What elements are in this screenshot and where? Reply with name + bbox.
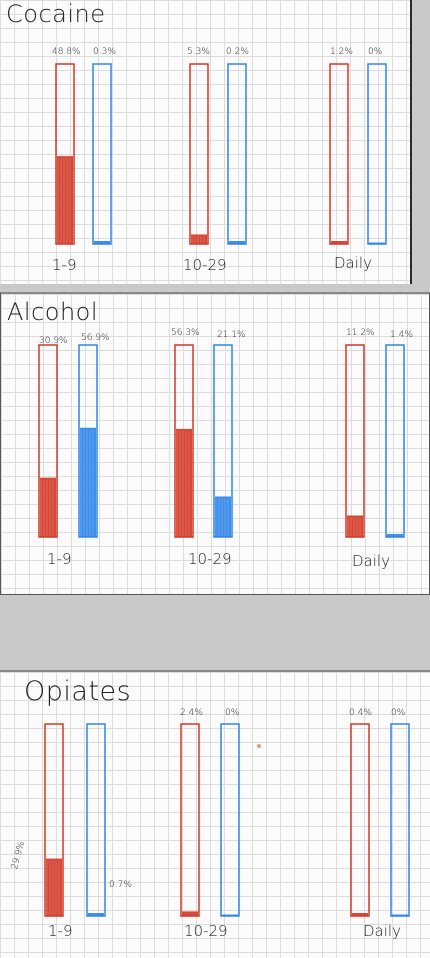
category-label: 1-9 [48, 922, 73, 940]
category-label: 10-29 [184, 922, 228, 940]
category-label: Daily [352, 552, 390, 570]
value-label: 11.2% [346, 328, 375, 338]
bar-fill [387, 534, 403, 537]
bar-fill [40, 477, 56, 537]
bar-outline [92, 63, 112, 245]
bar-fill [331, 241, 347, 244]
bar-fill [369, 242, 385, 244]
category-label: 10-29 [183, 256, 227, 274]
value-label: 1.4% [390, 330, 413, 340]
value-label: 0% [391, 708, 406, 718]
bar-fill [222, 914, 238, 916]
value-label: 0% [225, 708, 240, 718]
bar-outline [180, 723, 200, 917]
category-label: 10-29 [188, 550, 232, 568]
bar-fill [80, 427, 96, 537]
bar-fill [392, 914, 408, 916]
value-label: 48.8% [52, 47, 81, 57]
category-label: 1-9 [52, 256, 77, 274]
opiates-panel: Opiates 29.9% 0.7% 2.4% 0% 0.4% 0% 1-9 1… [0, 670, 430, 958]
bar-outline [390, 723, 410, 917]
value-label: 1.2% [330, 47, 353, 57]
cocaine-bars [55, 63, 387, 245]
value-label: 0.3% [93, 47, 116, 57]
value-label: 30.9% [39, 336, 68, 346]
chart-title: Opiates [24, 676, 132, 707]
bar-outline [220, 723, 240, 917]
bar-outline [329, 63, 349, 245]
bar-fill [215, 496, 231, 537]
bar-outline [227, 63, 247, 245]
bar-fill [352, 913, 368, 916]
bar-outline [350, 723, 370, 917]
stray-dot [257, 744, 261, 748]
bar-fill [182, 911, 198, 916]
bar-fill [191, 234, 207, 244]
bar-fill [88, 913, 104, 916]
bar-outline [385, 344, 405, 538]
chart-title: Alcohol [7, 298, 99, 326]
bar-outline [86, 723, 106, 917]
category-label: Daily [363, 922, 401, 940]
bar-fill [347, 515, 363, 537]
bar-outline [345, 344, 365, 538]
value-label: 5.3% [187, 47, 210, 57]
value-label: 56.3% [171, 328, 200, 338]
value-label: 0.2% [226, 47, 249, 57]
bar-fill [94, 241, 110, 244]
bar-outline [367, 63, 387, 245]
category-label: Daily [334, 254, 372, 272]
category-label: 1-9 [47, 550, 72, 568]
alcohol-panel: Alcohol 30.9% 56.9% 56.3% 21.1% 11.2% 1.… [0, 292, 430, 595]
value-label: 0.7% [109, 880, 132, 890]
value-label: 56.9% [81, 333, 110, 343]
value-label: 0% [368, 47, 383, 57]
bar-fill [229, 241, 245, 244]
alcohol-bars [38, 344, 405, 538]
bar-outline [189, 63, 209, 245]
cocaine-panel: Cocaine 48.8% 0.3% 5.3% 0.2% 1.2% 0% 1-9… [0, 0, 412, 284]
value-label: 21.1% [217, 330, 246, 340]
opiates-bars [44, 723, 410, 917]
value-label: 0.4% [349, 708, 372, 718]
value-label: 2.4% [180, 708, 203, 718]
bar-fill [46, 858, 62, 916]
chart-title: Cocaine [6, 0, 106, 28]
bar-fill [176, 428, 192, 537]
bar-fill [57, 156, 73, 244]
